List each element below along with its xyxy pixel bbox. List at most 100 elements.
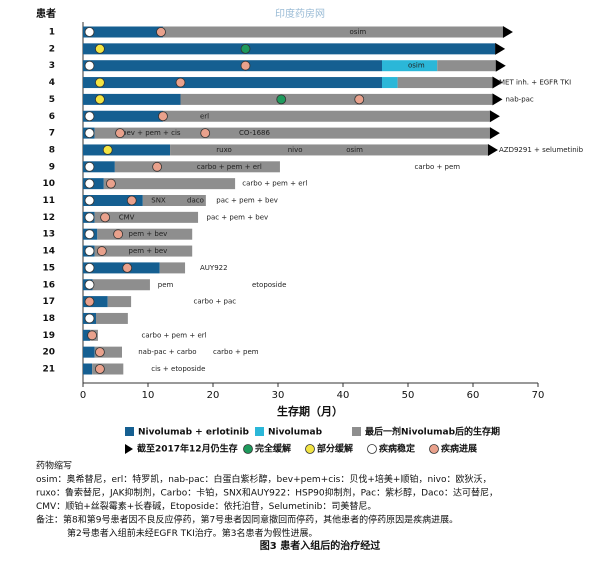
- bar-segment: [180, 93, 493, 105]
- annotation: nab-pac: [506, 95, 534, 103]
- row-label: 2: [49, 44, 55, 54]
- response-marker: [200, 128, 211, 139]
- row-label: 6: [49, 112, 55, 122]
- legend-marker: [305, 444, 315, 454]
- bar-segment: [83, 77, 382, 89]
- footnote: ruxo：鲁索替尼，JAK抑制剂，Carbo：卡铂，SNX和AUY922：HSP…: [36, 487, 498, 499]
- row-label: 11: [42, 196, 55, 206]
- legend-label: 部分缓解: [317, 443, 353, 455]
- ongoing-arrow: [495, 59, 506, 72]
- annotation: carbo + pem: [213, 348, 259, 356]
- annotation: pem: [158, 281, 174, 289]
- row-label: 4: [49, 78, 55, 88]
- annotation: AZD9291 + selumetinib: [499, 146, 584, 154]
- watermark: 印度药房网: [275, 7, 325, 20]
- x-axis-title: 生存期（月）: [277, 404, 343, 418]
- response-marker: [276, 94, 287, 105]
- bar-segment: [162, 110, 490, 122]
- legend-label: 截至2017年12月仍生存: [137, 443, 238, 455]
- response-marker: [115, 128, 125, 139]
- footnote: 第2号患者入组前未经EGFR TKI治疗。第3名患者为假性进展。: [67, 527, 317, 539]
- bar-segment: [159, 262, 186, 274]
- legend-arrow: [125, 444, 133, 454]
- response-marker: [84, 246, 95, 256]
- response-marker: [84, 60, 95, 71]
- bar-segment: [83, 144, 171, 156]
- response-marker: [84, 161, 95, 172]
- bar-segment: [94, 127, 490, 139]
- bar-segment: [94, 211, 199, 223]
- response-marker: [95, 77, 105, 88]
- bar-segment: [96, 312, 128, 324]
- response-marker: [84, 195, 95, 206]
- footnote: osim：奥希替尼，erl：特罗凯，nab-pac：白蛋白紫杉醇，bev+pem…: [36, 473, 492, 485]
- annotation: CO-1686: [239, 129, 270, 137]
- legend-marker: [429, 444, 439, 454]
- row-label: 20: [42, 348, 55, 358]
- row-label: 10: [42, 179, 55, 189]
- annotation: nab-pac + carbo: [138, 348, 196, 356]
- bar-segment: [92, 363, 124, 375]
- bar-segment: [83, 363, 93, 375]
- legend-swatch: [125, 427, 134, 436]
- legend-marker: [367, 444, 377, 454]
- legend-swatch: [352, 427, 361, 436]
- annotation: ruxo: [216, 146, 232, 154]
- legend-label: 完全缓解: [255, 443, 291, 455]
- row-label: 3: [49, 61, 55, 71]
- row-label: 8: [49, 145, 55, 155]
- annotation: pac + pem + bev: [207, 213, 269, 221]
- legend-label: Nivolumab: [268, 428, 323, 438]
- bar-segment: [397, 77, 493, 89]
- response-marker: [96, 246, 107, 256]
- row-label: 1: [49, 28, 55, 38]
- response-marker: [156, 27, 166, 37]
- row-label: 5: [49, 95, 55, 105]
- bar-segment: [382, 60, 438, 72]
- bar-segment: [83, 346, 95, 358]
- legend-label: 疾病进展: [441, 443, 477, 455]
- annotation: carbo + pem: [415, 163, 461, 171]
- response-marker: [84, 128, 95, 139]
- response-marker: [84, 178, 95, 189]
- response-marker: [95, 347, 105, 358]
- annotation: CMV: [119, 213, 135, 221]
- response-marker: [175, 77, 186, 88]
- bar-segment: [142, 195, 206, 206]
- bar-segment: [83, 110, 163, 122]
- response-marker: [84, 229, 95, 240]
- response-marker: [84, 262, 95, 273]
- bar-segment: [103, 178, 236, 190]
- response-marker: [113, 229, 123, 240]
- row-label: 21: [42, 365, 55, 375]
- response-marker: [87, 330, 97, 341]
- bar-segment: [92, 279, 150, 291]
- legend-label: 最后一剂Nivolumab后的生存期: [365, 426, 500, 438]
- x-tick-label: 40: [337, 390, 350, 401]
- legend-swatch: [255, 427, 264, 436]
- ongoing-arrow: [495, 42, 506, 55]
- response-marker: [158, 111, 168, 122]
- bar-segment: [83, 26, 163, 38]
- bar-segment: [107, 296, 132, 308]
- row-label: 9: [49, 162, 55, 172]
- annotation: erl: [200, 112, 209, 120]
- response-marker: [95, 94, 105, 105]
- response-marker: [152, 161, 163, 172]
- bar-segment: [83, 262, 160, 274]
- response-marker: [126, 195, 137, 206]
- x-tick-label: 50: [402, 390, 415, 401]
- row-label: 15: [42, 263, 55, 273]
- legend-marker: [243, 444, 253, 454]
- row-label: 18: [42, 314, 55, 324]
- bar-segment: [114, 161, 280, 173]
- bar-segment: [83, 329, 91, 341]
- annotation: etoposide: [252, 281, 286, 289]
- response-marker: [102, 145, 113, 155]
- response-marker: [100, 212, 110, 223]
- annotation: bev + pem + cis: [122, 129, 181, 137]
- x-tick-label: 10: [142, 390, 155, 401]
- y-header: 患者: [36, 7, 56, 20]
- row-label: 19: [42, 331, 55, 341]
